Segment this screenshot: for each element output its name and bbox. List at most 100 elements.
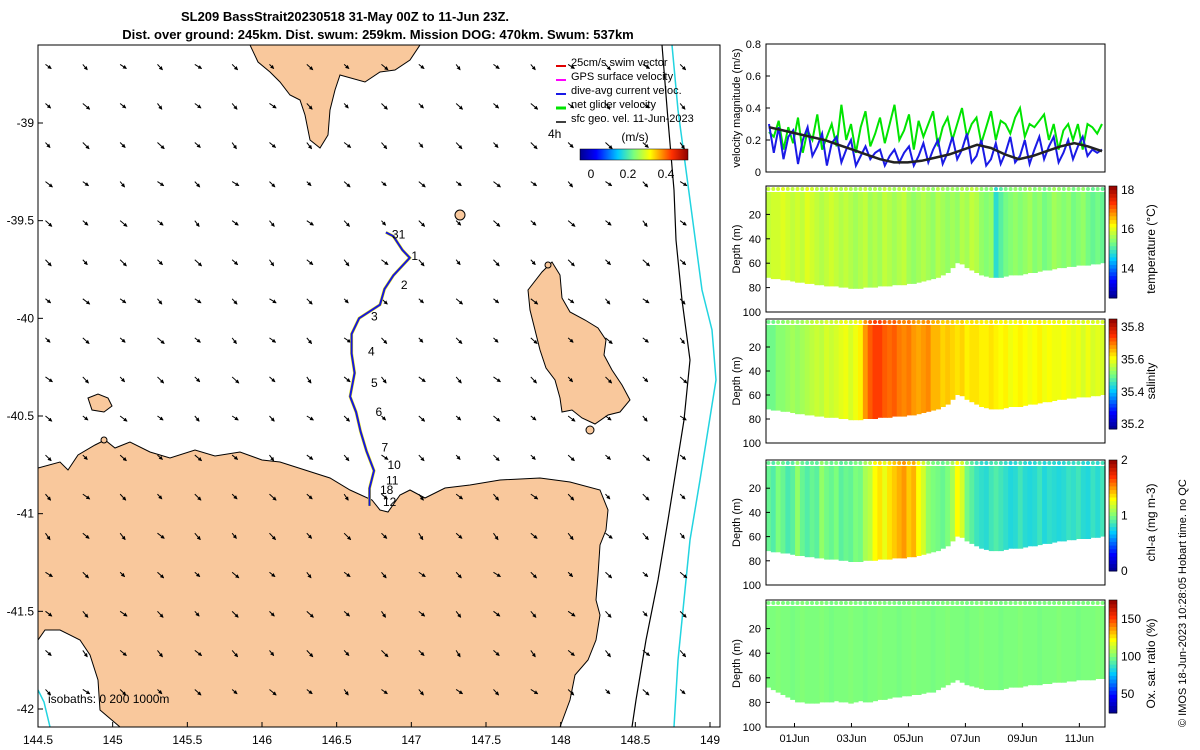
velocity-arrow	[642, 220, 648, 227]
section-column	[954, 325, 961, 395]
velocity-arrow	[82, 532, 90, 539]
time-tick-label: 11Jun	[1065, 733, 1094, 745]
velocity-arrow	[381, 376, 387, 384]
colorbar-segment	[1109, 641, 1117, 646]
velocity-arrow	[530, 532, 538, 539]
colorbar-segment	[1109, 537, 1117, 542]
section-surface-dot	[868, 320, 873, 324]
velocity-arrow	[605, 64, 611, 71]
section-surface-dot	[1032, 187, 1037, 191]
section-column	[1022, 325, 1029, 406]
velocity-arrow	[45, 63, 52, 69]
section-surface-dot	[926, 461, 931, 465]
colorbar-segment	[1109, 410, 1117, 415]
section-column	[959, 466, 966, 538]
section-column	[882, 192, 888, 287]
velocity-arrow	[381, 64, 389, 71]
section-column	[833, 192, 840, 287]
colorbar-segment	[1109, 545, 1117, 550]
section-column	[1100, 325, 1106, 395]
colorbar-segment	[1109, 649, 1117, 654]
velocity-arrow	[194, 493, 202, 501]
section-surface-dot	[1057, 187, 1061, 191]
section-column	[1008, 606, 1014, 688]
section-surface-dot	[911, 461, 916, 465]
colorbar-segment	[1109, 534, 1117, 539]
section-column	[795, 606, 801, 703]
section-column	[959, 192, 966, 265]
section-surface-dot	[887, 320, 892, 324]
colorbar-segment	[1109, 242, 1117, 247]
map-y-axis: -39 -39.5 -40 -40.5 -41 -41.5 -42	[7, 116, 43, 716]
section-surface-dot	[921, 320, 926, 324]
section-column	[887, 325, 893, 418]
section-column	[1037, 192, 1043, 272]
velocity-arrow	[381, 493, 388, 500]
section-surface-dot	[1008, 187, 1013, 191]
section-surface-dot	[935, 461, 940, 465]
section-column	[824, 192, 830, 287]
colorbar-segment	[1109, 421, 1117, 426]
section-surface-dot	[814, 320, 819, 324]
colorbar-frame	[1108, 459, 1118, 572]
section-column	[819, 325, 825, 417]
velocity-arrow	[418, 689, 424, 696]
velocity-arrow	[493, 532, 499, 541]
section-column	[950, 192, 956, 269]
velocity-arrow	[567, 181, 574, 188]
section-surface-dot	[897, 320, 902, 324]
colorbar-segment	[1109, 556, 1117, 561]
section-column	[858, 192, 864, 289]
section-column	[1100, 606, 1106, 679]
section-surface-dot	[940, 461, 945, 465]
map-x-tick-label: 148	[551, 733, 571, 747]
legend-gps: GPS surface velocity	[571, 71, 674, 83]
section-column	[819, 466, 825, 559]
section-column	[799, 192, 806, 283]
section-column	[780, 325, 786, 412]
velocity-arrow	[82, 376, 89, 384]
velocity-arrow	[269, 376, 276, 383]
section-column	[862, 466, 869, 561]
velocity-arrow	[231, 571, 240, 579]
section-column	[916, 466, 922, 556]
velocity-arrow	[343, 650, 350, 657]
colorbar-segment	[1109, 497, 1117, 502]
section-column	[901, 466, 908, 559]
section-column	[911, 325, 917, 416]
section-surface-dot	[834, 461, 839, 465]
colorbar-segment	[1109, 552, 1117, 557]
section-surface-dot	[950, 320, 955, 324]
velocity-arrow	[269, 689, 277, 696]
colorbar-segment	[1109, 709, 1117, 714]
velocity-arrow	[45, 181, 53, 188]
section-column	[1056, 192, 1063, 269]
section-surface-dot	[766, 320, 771, 324]
section-column	[1022, 606, 1029, 687]
velocity-arrow	[119, 376, 126, 383]
velocity-arrow	[119, 298, 127, 304]
velocity-arrow	[642, 610, 648, 617]
depth-tick-label: 80	[749, 697, 761, 709]
section-column	[1032, 466, 1038, 547]
velocity-arrow	[269, 181, 276, 188]
section-column	[775, 192, 782, 280]
velocity-arrow	[605, 259, 611, 266]
section-column	[925, 325, 932, 412]
section-column	[945, 606, 951, 686]
velocity-arrow	[82, 650, 88, 658]
velocity-arrow	[418, 493, 424, 501]
section-column	[804, 606, 811, 704]
section-panel-temperature: 20 40 60 80 100 Depth (m) 14 16 18 temperature (°…	[731, 183, 1158, 319]
velocity-arrow	[157, 571, 165, 579]
colorbar-segment	[1109, 227, 1117, 232]
section-column	[804, 192, 811, 284]
time-tick-label: 07Jun	[950, 733, 980, 745]
section-column	[795, 192, 801, 283]
map-colorbar	[579, 148, 689, 161]
section-column	[799, 606, 806, 703]
section-column	[1003, 192, 1009, 277]
velocity-arrow	[418, 376, 426, 383]
colorbar-tick-label: 35.8	[1121, 320, 1145, 334]
